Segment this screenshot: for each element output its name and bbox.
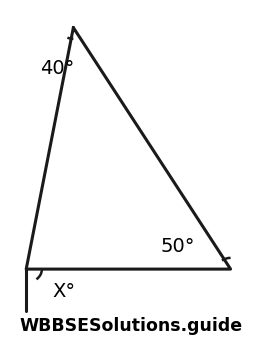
Text: WBBSESolutions.guide: WBBSESolutions.guide [19,317,243,335]
Text: X°: X° [53,282,76,301]
Text: 40°: 40° [40,59,75,79]
Text: 50°: 50° [161,237,195,256]
